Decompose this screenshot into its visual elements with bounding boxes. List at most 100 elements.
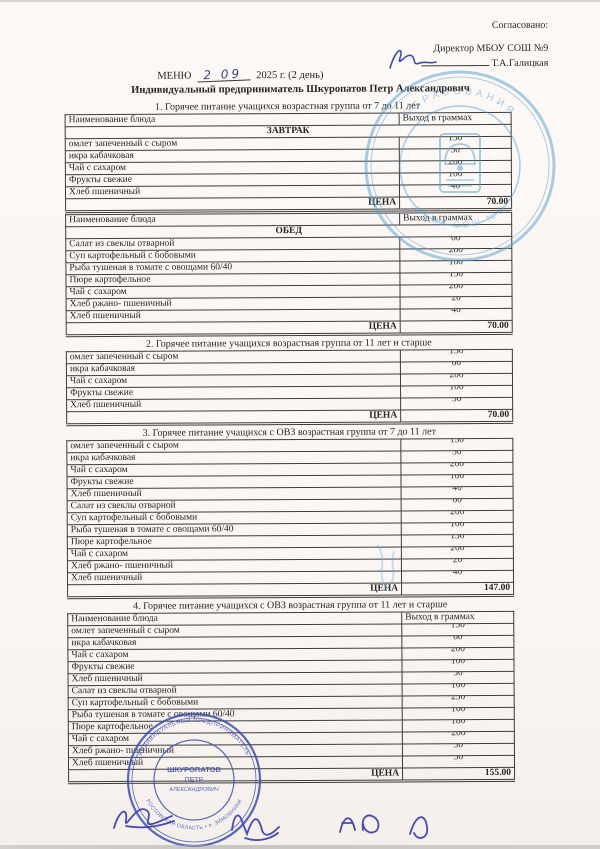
dish-weight-cell: 200 [399, 160, 512, 173]
dish-weight-cell: 200 [399, 248, 512, 261]
dish-weight-value: 30 [452, 450, 462, 458]
director-title: Директор МБОУ СОШ №9 [433, 42, 549, 55]
dish-weight-value: 50 [451, 397, 462, 405]
dish-weight-cell: 100 [399, 260, 512, 273]
menu-title-line: МЕНЮ 2 09 2025 г. (2 день) [0, 67, 480, 83]
price-label: ЦЕНА [65, 196, 400, 212]
dish-weight-cell: 200 [402, 731, 515, 744]
dish-weight-cell: 100 [402, 683, 515, 696]
dish-weight-cell: 60 [399, 236, 512, 249]
dish-weight-cell: 60 [401, 635, 514, 648]
dish-weight-cell: 40 [399, 184, 512, 197]
price-value: 147.00 [401, 582, 514, 596]
dish-weight-value: 200 [450, 647, 466, 655]
dish-weight-value: 100 [450, 659, 466, 667]
dish-weight-value: 60 [450, 236, 461, 244]
dish-weight-cell: 150 [399, 136, 512, 149]
dish-weight-cell: 250 [402, 695, 515, 708]
dish-weight-value: 50 [453, 755, 464, 763]
dish-weight-value: 200 [448, 284, 464, 292]
menu-table: омлет запеченный с сыром 150 икра кабачков… [66, 438, 514, 599]
menu-sections: 1. Горячее питание учащихся возрастная г… [1, 97, 600, 785]
dish-weight-cell: 150 [401, 623, 514, 636]
dish-weight-cell: 20 [400, 296, 513, 309]
price-label: ЦЕНА [68, 767, 403, 783]
dish-weight-value: 20 [452, 558, 463, 566]
price-value: 70.00 [399, 196, 512, 210]
dish-weight-cell: 50 [402, 671, 515, 684]
price-row: ЦЕНА 70.00 [65, 196, 512, 212]
dish-weight-cell: 150 [400, 438, 513, 451]
dish-weight-value: 100 [449, 474, 465, 482]
dish-weight-cell: 30 [402, 743, 515, 756]
dish-weight-cell: 200 [400, 373, 513, 386]
dish-weight-value: 150 [450, 534, 465, 542]
dish-weight-cell: 200 [401, 510, 514, 523]
dish-weight-value: 200 [448, 160, 463, 168]
dish-weight-value: 180 [451, 719, 466, 727]
dish-weight-value: 30 [450, 148, 461, 156]
menu-table: Наименование блюда Выход в граммах ЗАВТРАК… [65, 112, 513, 213]
dish-weight-value: 100 [450, 522, 465, 530]
dish-weight-cell: 100 [400, 385, 513, 398]
approved-label: Согласовано: [491, 19, 549, 31]
section-title: 4. Горячее питание учащихся с ОВЗ возрас… [133, 599, 448, 612]
dish-weight-cell: 200 [400, 462, 513, 475]
dish-weight-cell: 30 [400, 450, 513, 463]
dish-weight-value: 40 [451, 308, 461, 316]
dish-weight-value: 60 [453, 635, 463, 643]
director-name: Т.А.Галицкая [491, 57, 549, 69]
dish-weight-value: 40 [452, 570, 463, 578]
menu-table: Наименование блюда Выход в граммах омлет з… [67, 611, 515, 784]
dish-weight-value: 200 [451, 731, 466, 739]
signature-line [421, 56, 490, 67]
dish-weight-cell: 60 [401, 498, 514, 511]
dish-weight-cell: 40 [401, 486, 514, 499]
dish-weight-value: 150 [449, 438, 464, 446]
price-value: 70.00 [400, 409, 513, 423]
dish-weight-value: 200 [450, 510, 465, 518]
dish-weight-value: 150 [448, 136, 463, 144]
handwritten-date: 2 09 [197, 67, 251, 83]
menu-table: Наименование блюда Выход в граммах ОБЕД Сал… [65, 212, 513, 337]
dish-weight-cell: 150 [401, 534, 514, 547]
dish-weight-value: 100 [450, 683, 466, 691]
column-header-weight: Выход в граммах [399, 112, 512, 125]
dish-weight-cell: 100 [399, 172, 512, 185]
dish-weight-cell: 100 [401, 659, 515, 672]
dish-weight-value: 200 [449, 462, 465, 470]
dish-weight-value: 30 [453, 743, 464, 751]
price-label: ЦЕНА [66, 320, 401, 336]
dish-weight-value: 20 [451, 296, 461, 304]
price-label: ЦЕНА [67, 582, 402, 598]
dish-weight-cell: 50 [402, 755, 515, 768]
dish-weight-cell: 100 [401, 522, 514, 535]
price-value: 70.00 [400, 320, 513, 334]
dish-weight-value: 200 [450, 546, 465, 554]
dish-weight-value: 60 [452, 498, 462, 506]
dish-weight-value: 40 [450, 184, 461, 192]
dish-weight-value: 100 [451, 707, 466, 715]
price-row: ЦЕНА 155.00 [68, 767, 515, 783]
menu-date-suffix: 2025 г. (2 день) [256, 69, 324, 82]
vendor-line: Индивидуальный предприниматель Шкуропато… [131, 83, 470, 96]
dish-weight-cell: 40 [401, 570, 514, 583]
dish-weight-cell: 200 [399, 284, 513, 297]
dish-weight-value: 150 [449, 349, 464, 357]
dish-weight-cell: 20 [401, 558, 514, 571]
dish-weight-value: 60 [451, 361, 462, 369]
dish-weight-cell: 40 [400, 308, 513, 321]
dish-weight-cell: 200 [401, 546, 514, 559]
dish-weight-value: 200 [448, 248, 463, 256]
dish-weight-cell: 100 [400, 474, 514, 487]
dish-weight-cell: 30 [399, 148, 512, 161]
dish-weight-value: 50 [453, 671, 463, 679]
dish-weight-cell: 150 [400, 349, 513, 362]
column-header-weight: Выход в граммах [401, 611, 514, 624]
dish-weight-value: 200 [449, 373, 464, 381]
dish-weight-cell: 150 [399, 272, 512, 285]
dish-weight-cell: 180 [402, 719, 515, 732]
approval-block: Согласовано: Директор МБОУ СОШ №9 Т.А.Га… [421, 20, 548, 71]
